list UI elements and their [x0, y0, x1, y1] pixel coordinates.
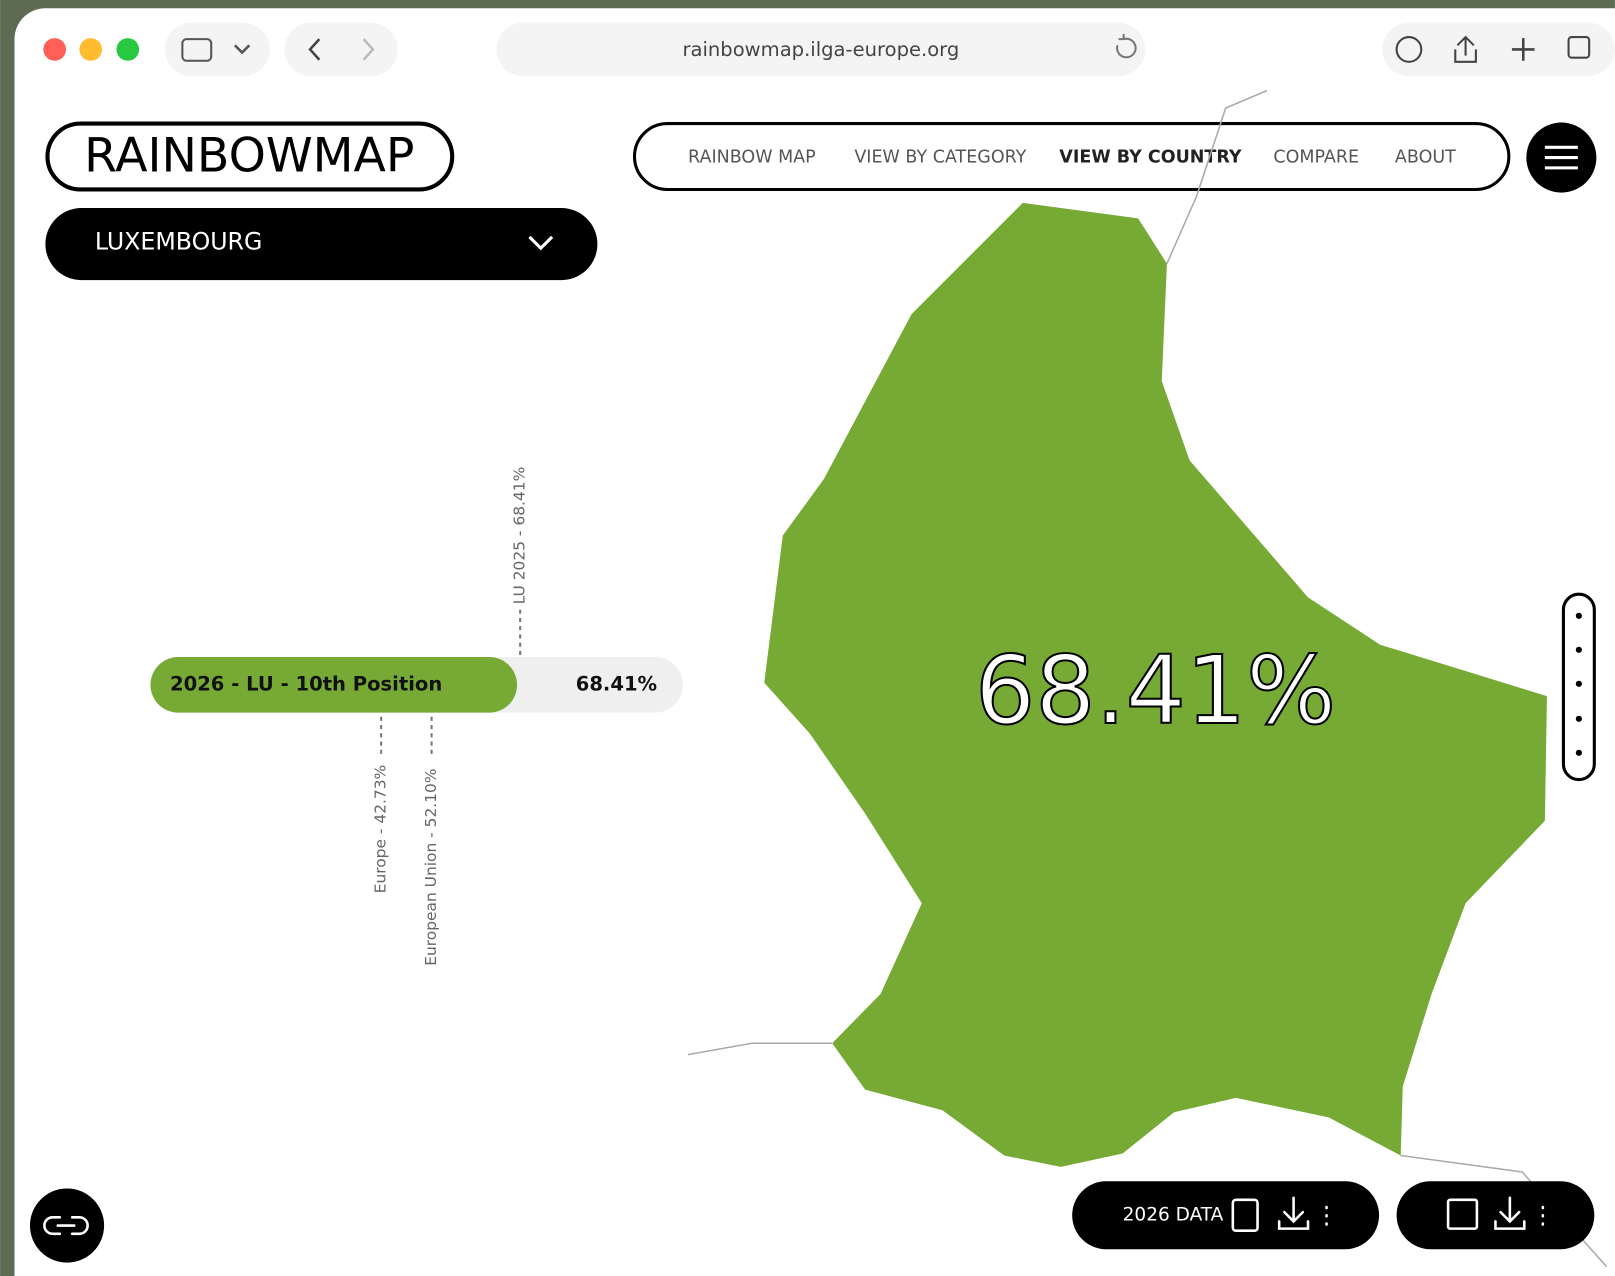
data-button-label: 2026 DATA: [1123, 1205, 1224, 1226]
logo-text: RAINBOWMAP: [84, 129, 414, 184]
history-buttons[interactable]: [284, 23, 397, 77]
nav-link[interactable]: RAINBOW MAP: [688, 148, 816, 168]
sidebar-toggle[interactable]: [165, 23, 270, 77]
close-button[interactable]: [43, 38, 66, 61]
zoom-button[interactable]: [116, 38, 139, 61]
data-download-button[interactable]: [1072, 1181, 1379, 1249]
score-value: 68.41%: [576, 672, 657, 695]
map-score: 68.41%: [975, 636, 1336, 746]
score-label: 2026 - LU - 10th Position: [170, 672, 442, 695]
nav-link[interactable]: COMPARE: [1273, 148, 1359, 168]
nav-link[interactable]: ABOUT: [1395, 148, 1456, 168]
toolbar-actions: [1382, 23, 1615, 77]
url: rainbowmap.ilga-europe.org: [682, 38, 959, 61]
nav-link[interactable]: VIEW BY CATEGORY: [854, 148, 1026, 168]
marker-label: European Union - 52.10%: [422, 768, 440, 965]
marker-label: Europe - 42.73%: [372, 765, 390, 894]
image-download-button[interactable]: [1397, 1181, 1595, 1249]
nav-link-active[interactable]: VIEW BY COUNTRY: [1059, 148, 1242, 168]
minimize-button[interactable]: [79, 38, 102, 61]
marker-label: LU 2025 - 68.41%: [511, 467, 529, 605]
screen: rainbowmap.ilga-europe.org RAINBOWMAP RA…: [0, 0, 1615, 1276]
country-name: LUXEMBOURG: [95, 228, 263, 256]
